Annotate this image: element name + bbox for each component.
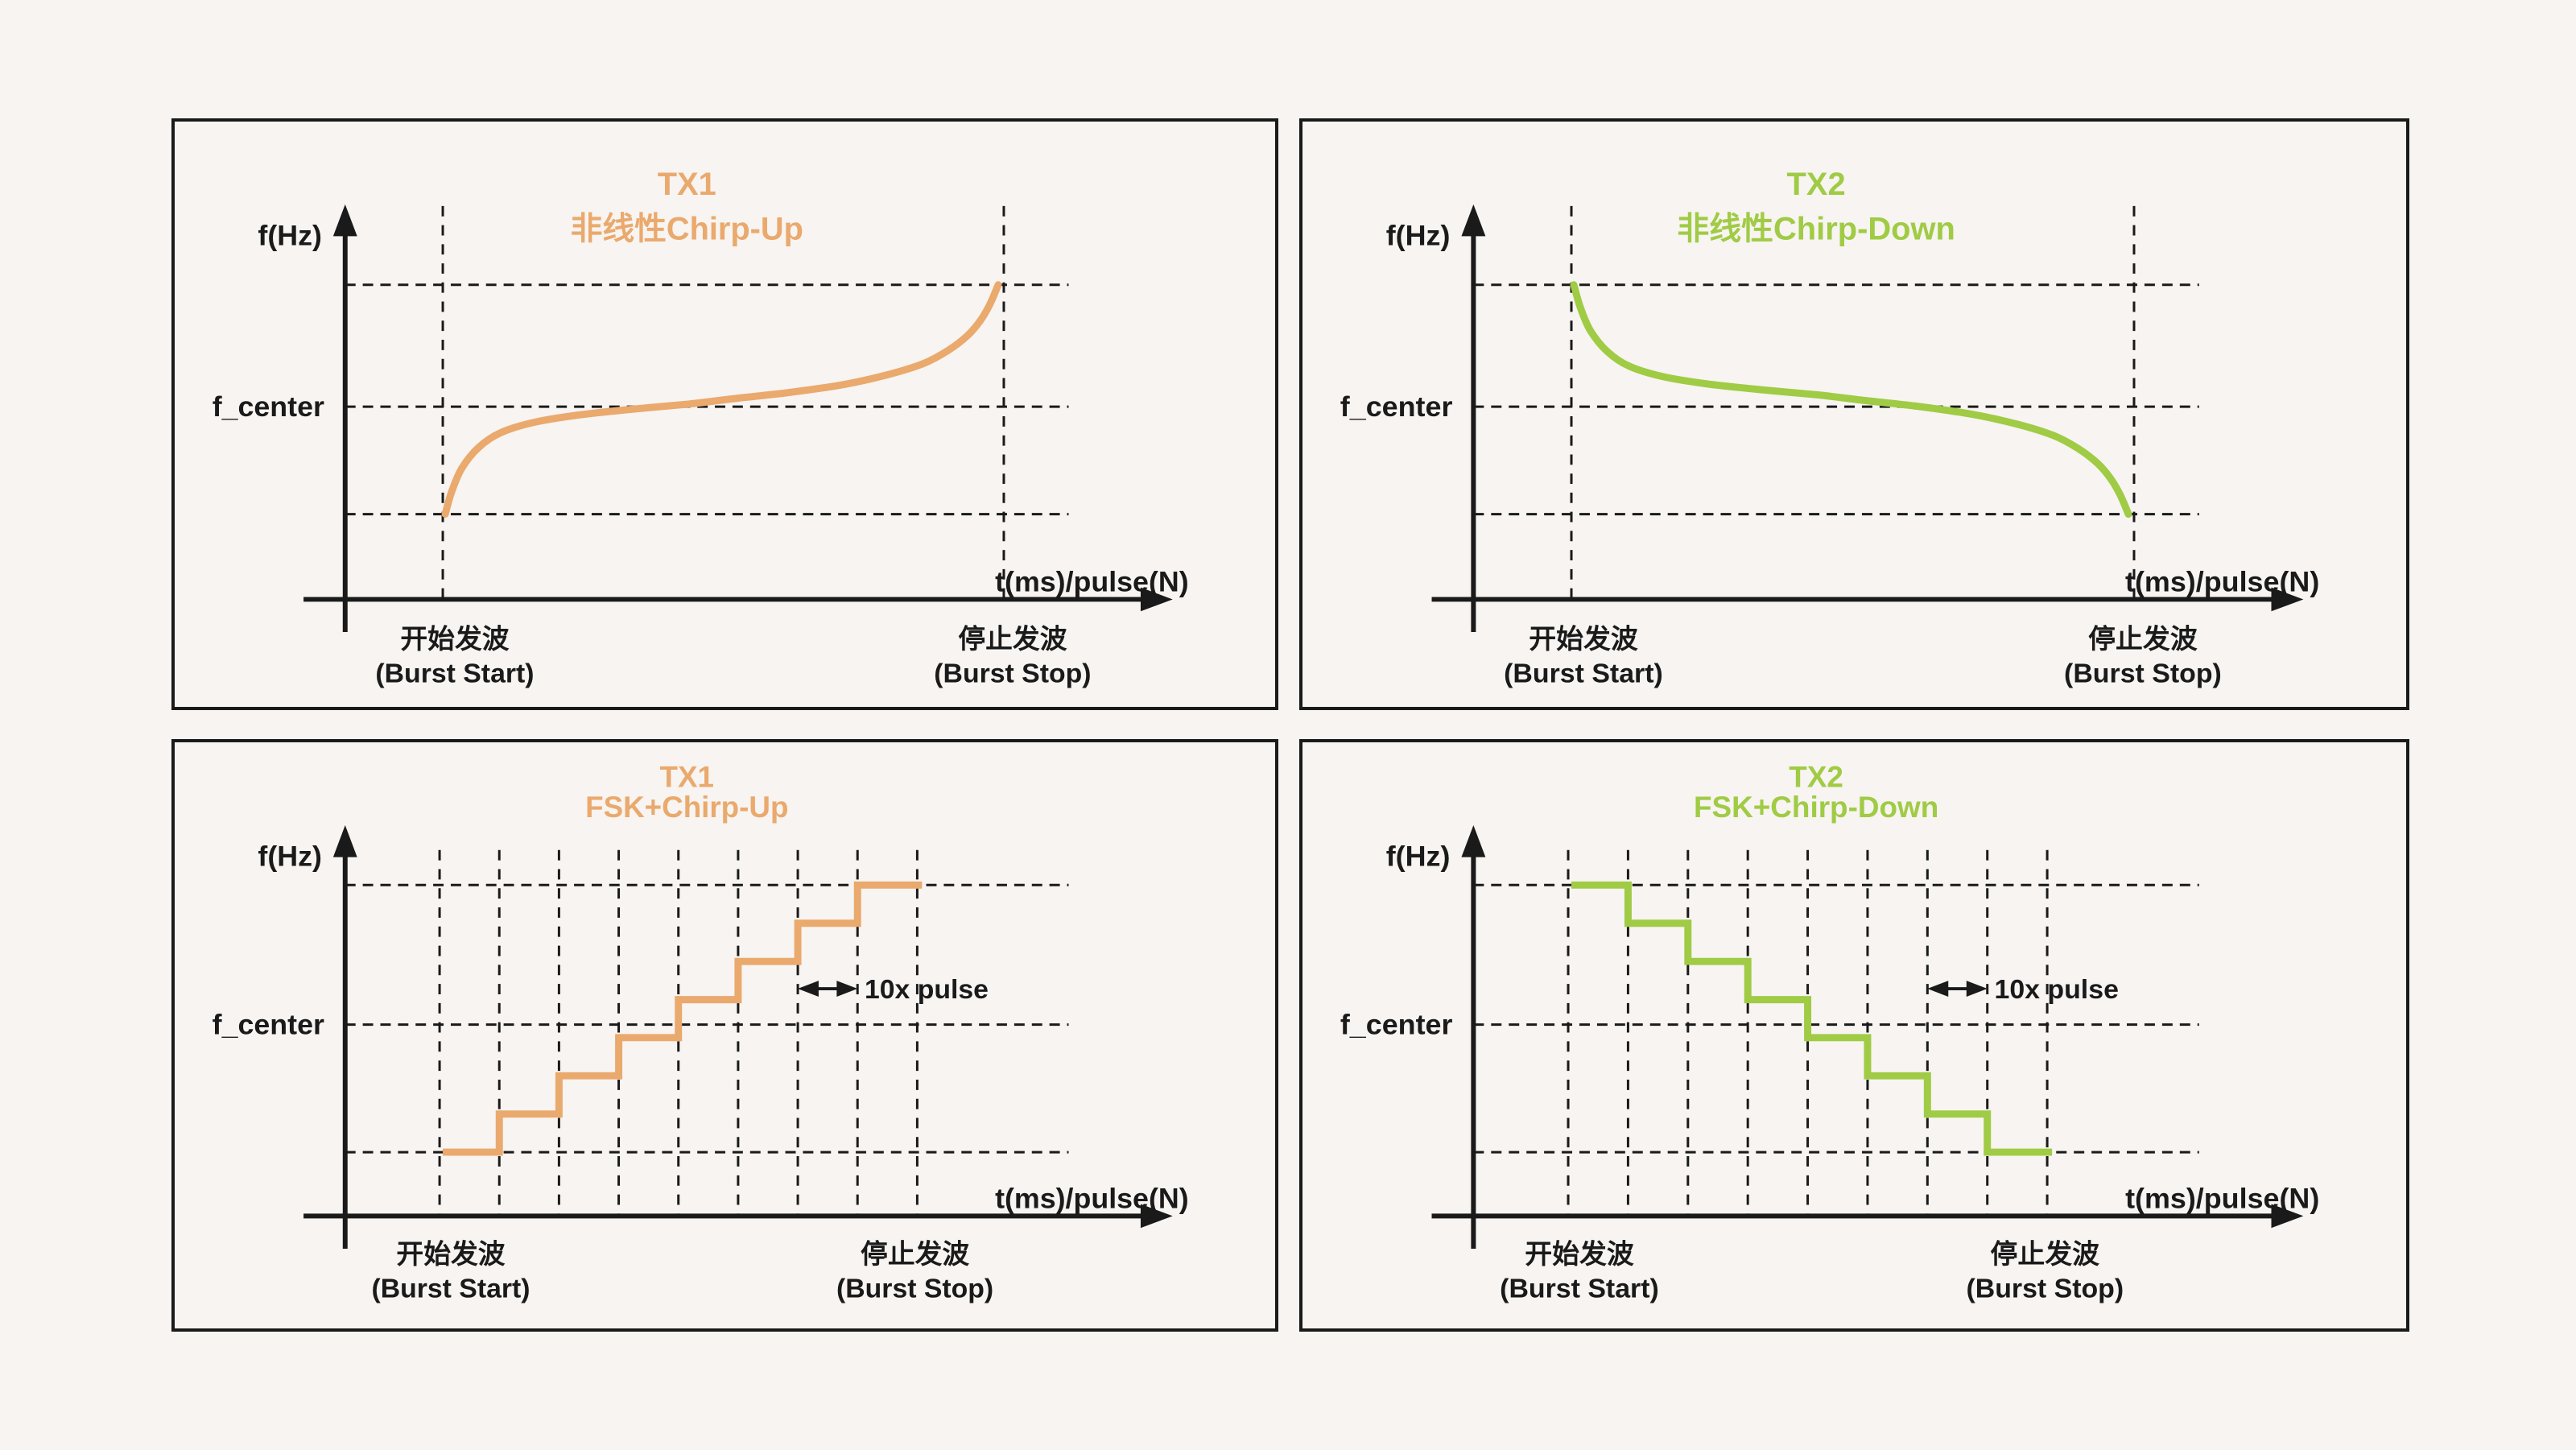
f-center-label: f_center bbox=[1340, 1009, 1453, 1041]
x-axis-label: t(ms)/pulse(N) bbox=[995, 1182, 1189, 1214]
chart-tx2-nonlinear-chirp-down: TX2 非线性Chirp-Down f(Hz) f_center t(ms)/pulse… bbox=[1340, 167, 2320, 688]
chart-tx1-nonlinear-chirp-up: TX1 非线性Chirp-Up f(Hz) f_center t(ms)/pulse(N… bbox=[213, 167, 1189, 688]
pulse-width-annotation: 10x pulse bbox=[865, 974, 989, 1005]
f-center-label: f_center bbox=[213, 390, 324, 423]
arrow-right-icon bbox=[836, 981, 858, 997]
y-axis-arrow-icon bbox=[1461, 204, 1486, 237]
f-center-label: f_center bbox=[213, 1009, 324, 1041]
y-axis-label: f(Hz) bbox=[1386, 841, 1451, 873]
y-axis-label: f(Hz) bbox=[1386, 219, 1451, 251]
panel-tx1-nonlinear-chirp-up: TX1 非线性Chirp-Up f(Hz) f_center t(ms)/pulse(N… bbox=[171, 118, 1278, 710]
burst-start-label-zh: 开始发波 bbox=[396, 1239, 505, 1270]
burst-stop-label-zh: 停止发波 bbox=[861, 1239, 969, 1270]
y-axis-arrow-icon bbox=[332, 825, 357, 857]
arrow-left-icon bbox=[1927, 981, 1949, 997]
fsk-staircase bbox=[443, 881, 923, 1156]
burst-start-label-en: (Burst Start) bbox=[375, 658, 534, 688]
f-center-label: f_center bbox=[1340, 390, 1453, 423]
burst-stop-label-zh: 停止发波 bbox=[2088, 624, 2198, 655]
panel-title-line2: 非线性Chirp-Down bbox=[1677, 212, 1955, 247]
panel-title-line2: FSK+Chirp-Down bbox=[1694, 791, 1938, 824]
burst-start-label-zh: 开始发波 bbox=[1525, 1239, 1634, 1270]
panel-tx2-nonlinear-chirp-down: TX2 非线性Chirp-Down f(Hz) f_center t(ms)/pulse… bbox=[1299, 118, 2409, 710]
burst-start-label-en: (Burst Start) bbox=[1504, 658, 1663, 688]
burst-start-label-zh: 开始发波 bbox=[400, 624, 509, 655]
burst-stop-label-en: (Burst Stop) bbox=[2064, 658, 2222, 688]
panel-tx1-fsk-chirp-up: 10x pulse TX1 FSK+Chirp-Up f(Hz) f_center t(m… bbox=[171, 739, 1278, 1332]
panel-title-line1: TX1 bbox=[660, 761, 714, 794]
x-axis-label: t(ms)/pulse(N) bbox=[2125, 566, 2319, 598]
x-axis-arrow-icon bbox=[2271, 1204, 2304, 1229]
x-axis-label: t(ms)/pulse(N) bbox=[995, 566, 1189, 598]
x-axis-arrow-icon bbox=[2271, 587, 2304, 612]
y-axis-label: f(Hz) bbox=[258, 841, 321, 873]
burst-stop-label-en: (Burst Stop) bbox=[1966, 1273, 2124, 1303]
burst-stop-label-en: (Burst Stop) bbox=[934, 658, 1091, 688]
panel-title-line1: TX1 bbox=[658, 167, 716, 202]
burst-stop-label-zh: 停止发波 bbox=[1991, 1239, 2100, 1270]
panel-title-line1: TX2 bbox=[1789, 761, 1843, 794]
chirp-curve bbox=[441, 281, 1002, 518]
x-axis-label: t(ms)/pulse(N) bbox=[2125, 1183, 2319, 1215]
y-axis-arrow-icon bbox=[1461, 825, 1486, 857]
arrow-left-icon bbox=[798, 981, 819, 997]
burst-start-label-en: (Burst Start) bbox=[371, 1273, 530, 1303]
burst-start-label-en: (Burst Start) bbox=[1500, 1273, 1659, 1303]
x-axis-arrow-icon bbox=[1140, 1204, 1173, 1229]
fsk-staircase bbox=[1571, 881, 2053, 1156]
y-axis-arrow-icon bbox=[332, 204, 357, 237]
burst-start-label-zh: 开始发波 bbox=[1529, 624, 1638, 655]
panel-title-line2: 非线性Chirp-Up bbox=[571, 211, 803, 246]
pulse-width-annotation: 10x pulse bbox=[1994, 974, 2118, 1005]
y-axis-label: f(Hz) bbox=[258, 219, 321, 251]
x-axis-arrow-icon bbox=[1140, 587, 1173, 612]
panel-title-line1: TX2 bbox=[1787, 167, 1846, 202]
burst-stop-label-en: (Burst Stop) bbox=[836, 1273, 993, 1303]
arrow-right-icon bbox=[1966, 981, 1988, 997]
chirp-curve bbox=[1570, 281, 2132, 518]
panel-title-line2: FSK+Chirp-Up bbox=[585, 791, 788, 824]
burst-stop-label-zh: 停止发波 bbox=[958, 624, 1067, 655]
